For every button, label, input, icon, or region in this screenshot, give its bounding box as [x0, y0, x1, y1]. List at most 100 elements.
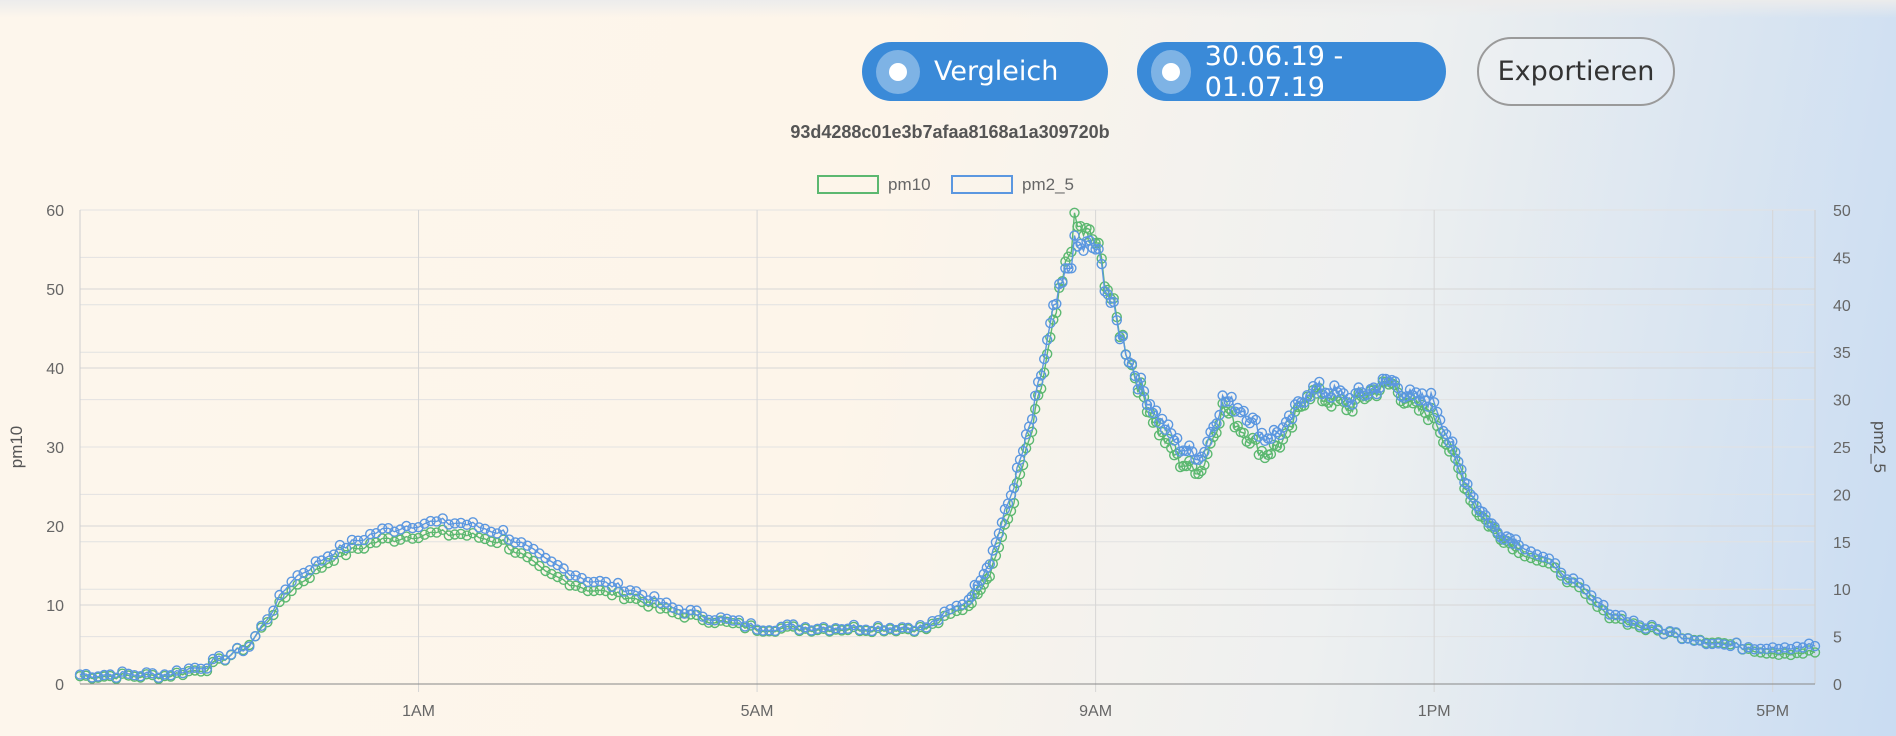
data-point-pm2_5 [1057, 277, 1068, 288]
data-point-pm2_5 [1401, 391, 1413, 402]
data-point-pm10 [1045, 332, 1056, 343]
data-point-pm2_5 [618, 586, 630, 597]
data-point-pm2_5 [189, 662, 201, 673]
data-point-pm10 [1785, 649, 1797, 661]
radio-icon [1151, 49, 1191, 94]
data-point-pm2_5 [1045, 317, 1056, 329]
data-point-pm10 [933, 617, 944, 629]
data-point-pm2_5 [250, 631, 261, 642]
data-point-pm2_5 [310, 556, 321, 567]
data-point-pm2_5 [1111, 315, 1123, 326]
data-point-pm2_5 [516, 537, 527, 548]
data-point-pm2_5 [685, 604, 696, 616]
data-point-pm2_5 [978, 568, 989, 580]
data-point-pm10 [1265, 448, 1277, 460]
y-right-tick-label: 10 [1833, 582, 1851, 599]
data-point-pm2_5 [1017, 445, 1029, 457]
data-point-pm2_5 [334, 539, 346, 551]
series-line-pm2_5 [79, 235, 1816, 679]
data-point-pm2_5 [588, 576, 600, 588]
data-point-pm10 [1232, 420, 1243, 432]
data-point-pm2_5 [1214, 409, 1225, 421]
data-point-pm2_5 [1531, 549, 1543, 560]
data-point-pm2_5 [1347, 399, 1358, 410]
data-point-pm2_5 [92, 671, 104, 682]
data-point-pm2_5 [1060, 263, 1071, 274]
legend-swatch-pm10 [817, 175, 879, 194]
data-point-pm2_5 [1773, 643, 1784, 655]
data-point-pm10 [322, 558, 334, 569]
data-point-pm2_5 [123, 668, 134, 679]
data-point-pm2_5 [927, 616, 938, 627]
data-point-pm10 [1171, 448, 1183, 459]
data-point-pm2_5 [183, 663, 195, 674]
data-point-pm10 [346, 542, 358, 553]
data-point-pm2_5 [1755, 643, 1766, 654]
data-point-pm2_5 [443, 519, 454, 530]
data-point-pm10 [1041, 348, 1053, 360]
export-button[interactable]: Exportieren [1477, 37, 1675, 106]
data-point-pm2_5 [1147, 407, 1159, 419]
data-point-pm10 [1190, 468, 1201, 479]
data-point-pm2_5 [479, 523, 491, 534]
data-point-pm2_5 [800, 622, 811, 633]
data-point-pm2_5 [757, 625, 769, 636]
data-point-pm2_5 [1168, 435, 1180, 446]
data-point-pm2_5 [1226, 391, 1237, 403]
data-point-pm10 [413, 532, 424, 544]
data-point-pm2_5 [1573, 577, 1585, 588]
data-point-pm2_5 [1456, 464, 1467, 475]
data-point-pm2_5 [1658, 628, 1670, 640]
data-point-pm2_5 [1785, 643, 1797, 655]
data-point-pm2_5 [274, 589, 285, 601]
data-point-pm2_5 [1335, 385, 1346, 396]
data-point-pm2_5 [1803, 638, 1815, 649]
data-point-pm2_5 [1498, 534, 1509, 545]
data-point-pm10 [389, 536, 400, 547]
legend-swatch-pm2_5 [951, 175, 1013, 194]
data-point-pm2_5 [437, 513, 448, 524]
data-point-pm2_5 [346, 534, 358, 546]
data-point-pm2_5 [365, 528, 376, 540]
data-point-pm10 [655, 603, 666, 614]
data-point-pm2_5 [244, 641, 255, 652]
x-tick-label: 5AM [741, 703, 774, 720]
data-point-pm2_5 [1078, 245, 1089, 257]
data-point-pm2_5 [884, 622, 896, 634]
data-point-pm2_5 [745, 618, 757, 629]
data-point-pm2_5 [1700, 638, 1712, 650]
y-right-tick-label: 0 [1833, 677, 1842, 694]
data-point-pm2_5 [225, 649, 237, 660]
data-point-pm2_5 [431, 516, 442, 527]
y-left-tick-label: 40 [46, 361, 64, 378]
data-point-pm2_5 [655, 597, 666, 609]
data-point-pm10 [407, 533, 418, 544]
compare-toggle-button[interactable]: Vergleich [862, 42, 1108, 101]
data-point-pm2_5 [1295, 397, 1307, 408]
data-point-pm2_5 [1314, 376, 1325, 388]
data-point-pm2_5 [1465, 489, 1476, 500]
data-point-pm10 [1084, 224, 1095, 235]
data-point-pm2_5 [1504, 532, 1515, 544]
data-point-pm2_5 [256, 620, 267, 631]
data-point-pm2_5 [1108, 296, 1119, 308]
data-point-pm2_5 [1368, 382, 1379, 393]
y-left-tick-label: 10 [46, 598, 64, 615]
y-left-tick-label: 60 [46, 203, 64, 220]
data-point-pm2_5 [854, 624, 865, 636]
data-point-pm2_5 [322, 551, 334, 562]
date-range-button[interactable]: 30.06.19 - 01.07.19 [1137, 41, 1446, 103]
y-left-tick-label: 20 [46, 519, 64, 536]
data-point-pm2_5 [1238, 405, 1249, 417]
data-point-pm2_5 [1586, 590, 1597, 601]
data-point-pm10 [1797, 648, 1809, 659]
y-right-tick-label: 30 [1833, 393, 1851, 410]
data-point-pm10 [1066, 246, 1077, 258]
data-point-pm2_5 [461, 519, 473, 530]
data-point-pm10 [984, 571, 995, 582]
y-left-tick-label: 0 [55, 677, 64, 694]
data-point-pm2_5 [1737, 644, 1748, 655]
data-point-pm2_5 [286, 576, 297, 587]
data-point-pm2_5 [1181, 445, 1192, 457]
data-point-pm10 [733, 617, 745, 629]
